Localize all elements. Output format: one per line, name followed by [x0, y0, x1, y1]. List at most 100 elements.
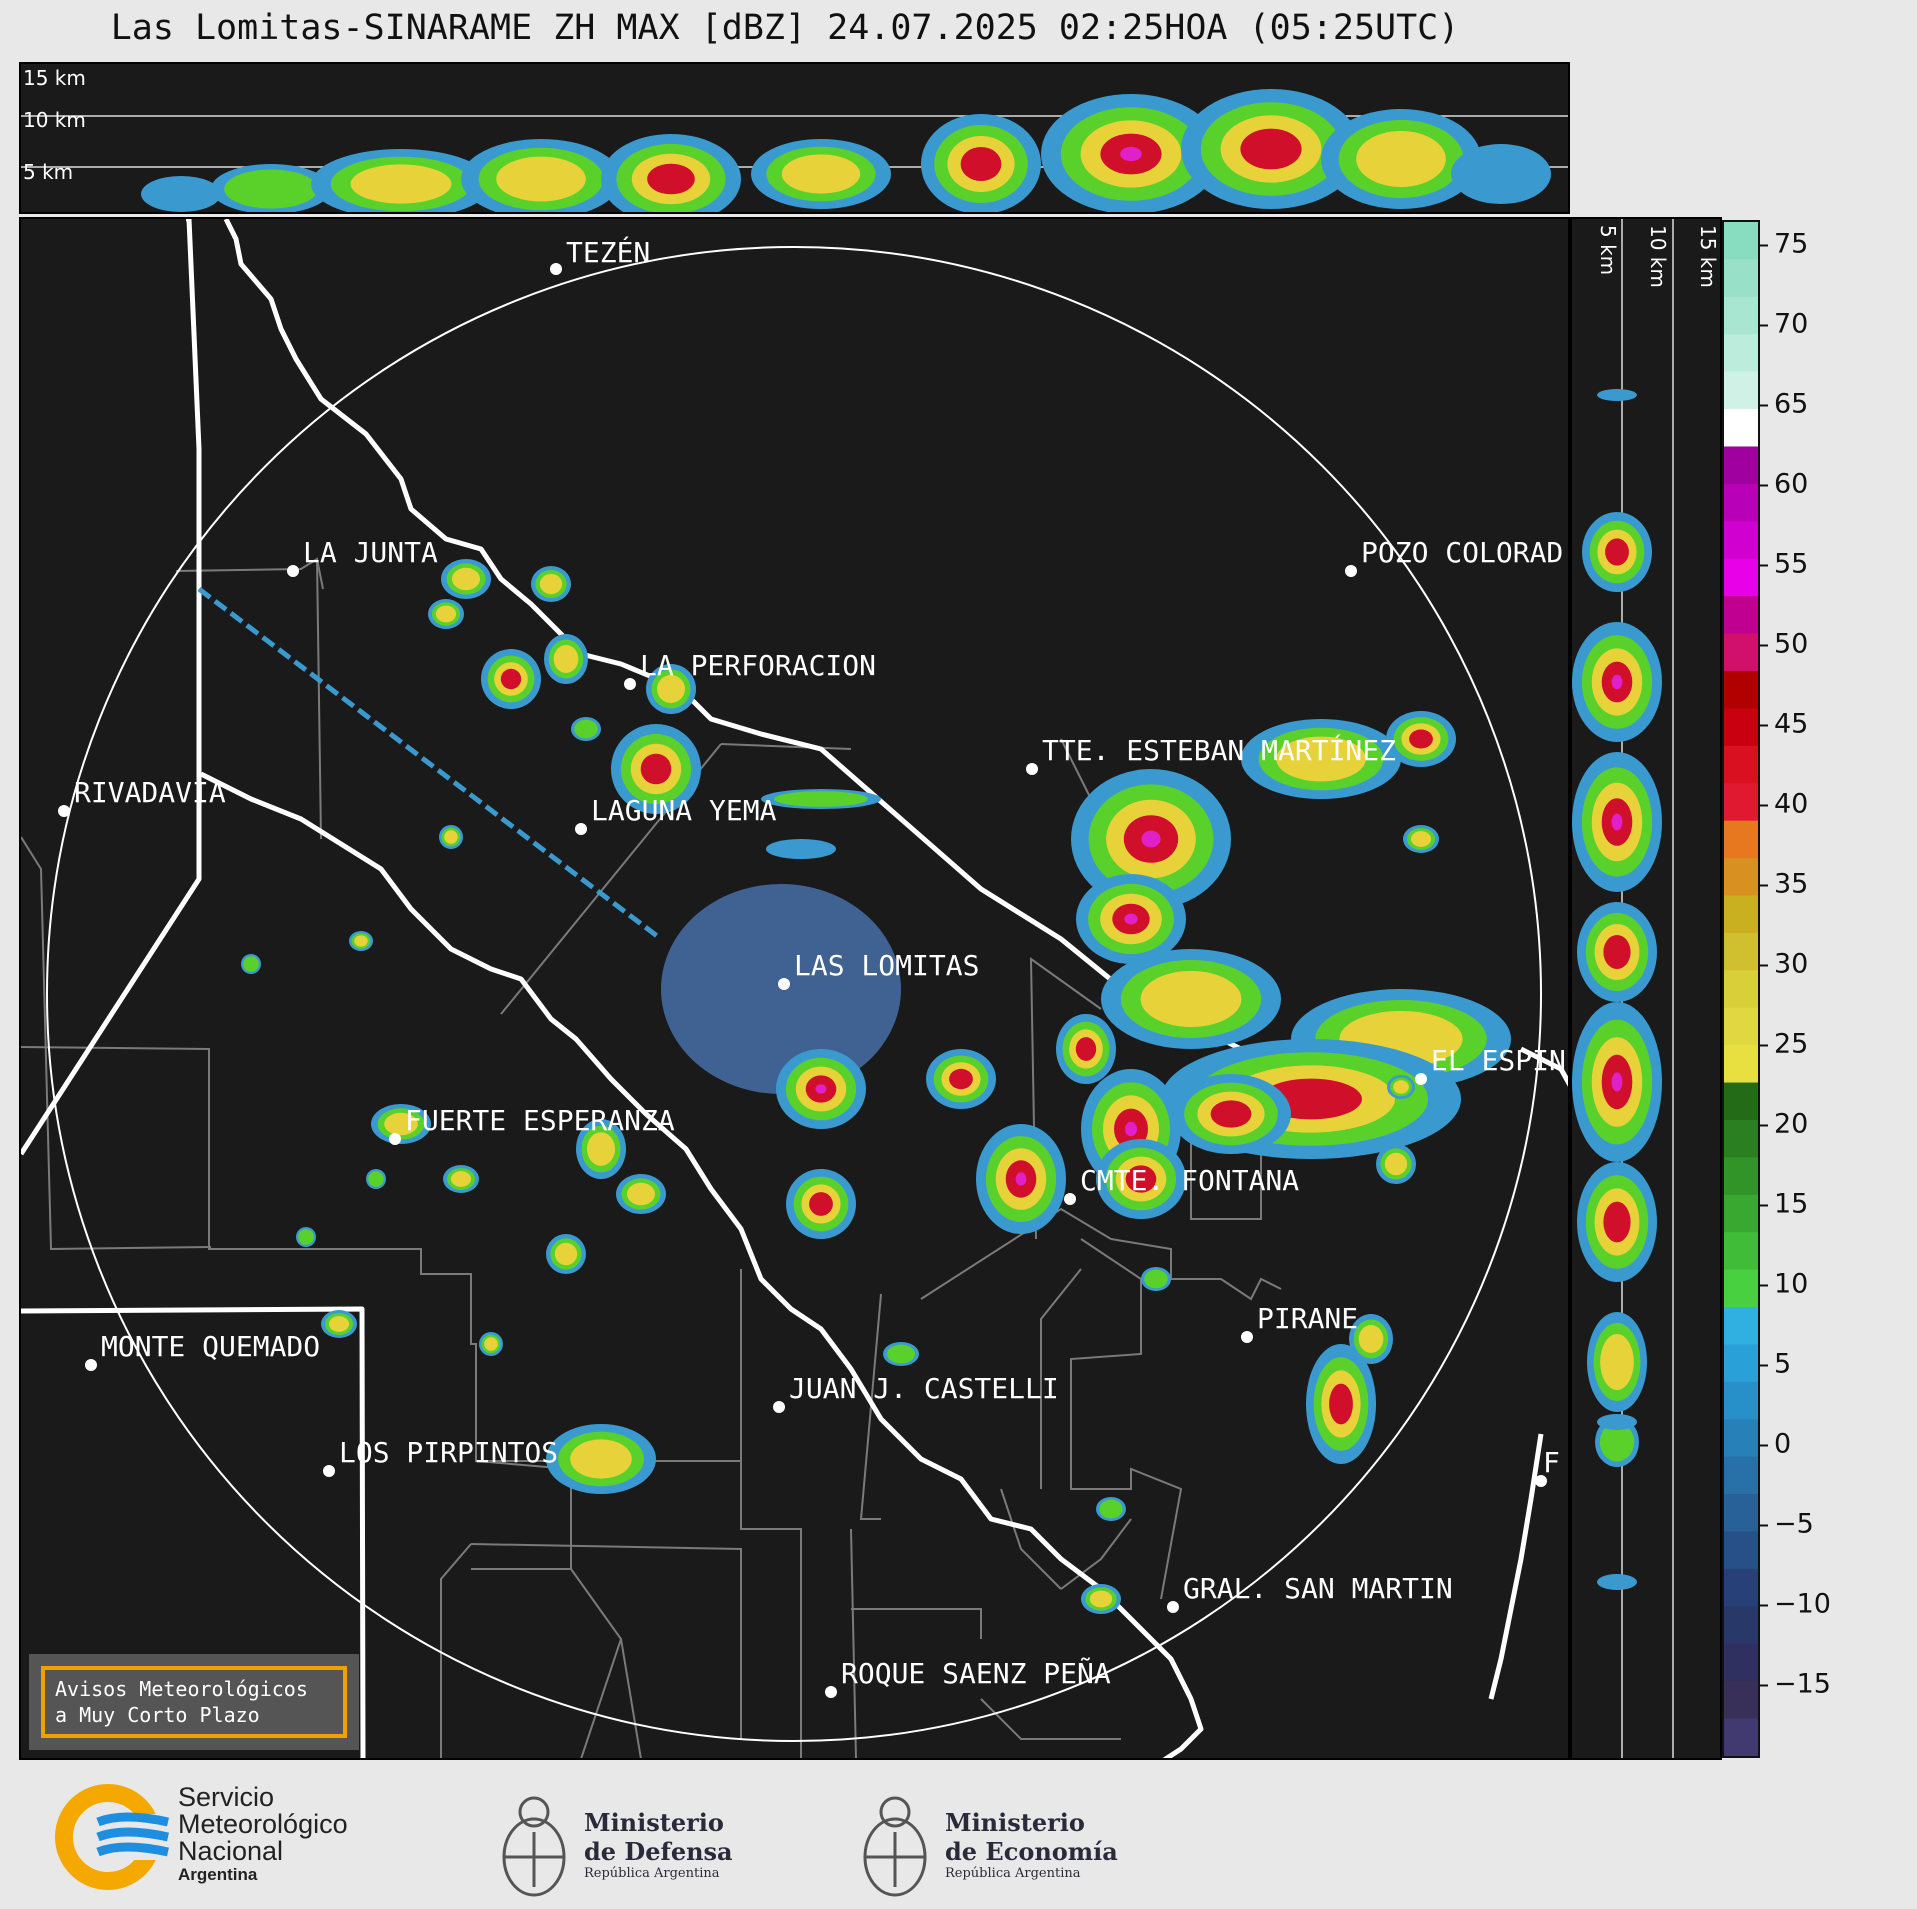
colorbar-segment — [1724, 895, 1758, 934]
radar-echo — [1329, 1383, 1353, 1425]
radar-echo — [298, 1229, 314, 1245]
city-label: GRAL. SAN MARTIN — [1183, 1572, 1453, 1605]
city-dot — [778, 978, 790, 990]
city-dot — [624, 678, 636, 690]
radar-echo — [496, 156, 586, 202]
colorbar-segment — [1724, 1681, 1758, 1720]
smn-logo-icon — [55, 1784, 169, 1890]
city-dot — [1064, 1193, 1076, 1205]
colorbar-ticks: 75 70 65 60 55 50 45 40 35 30 25 20 15 10 5 0 −5 −10 −15 — [1760, 0, 1880, 1909]
radar-echo-group — [197, 559, 1511, 1614]
colorbar-segment — [1724, 1718, 1758, 1756]
avisos-box[interactable]: Avisos Meteorológicos a Muy Corto Plazo — [29, 1654, 359, 1750]
colorbar-tick-label: 40 — [1760, 789, 1808, 820]
radar-echo — [1210, 1100, 1252, 1128]
radar-echo — [1611, 1072, 1623, 1092]
colorbar-tick-label: 20 — [1760, 1109, 1808, 1140]
side-height-profile-panel: 5 km 10 km 15 km — [1570, 217, 1722, 1760]
colorbar-tick-label: −5 — [1760, 1509, 1814, 1540]
radar-echo — [774, 791, 868, 807]
smn-line1: Servicio — [178, 1782, 275, 1812]
radar-echo — [452, 567, 480, 591]
radar-echo — [1144, 1269, 1168, 1289]
radar-echo — [1599, 1422, 1635, 1462]
radar-echo — [224, 169, 318, 209]
colorbar-segment — [1724, 1045, 1758, 1084]
city-label: EL ESPIN — [1431, 1044, 1566, 1077]
side-height-label-15km: 15 km — [1696, 225, 1720, 288]
radar-echo — [384, 1112, 418, 1136]
radar-echo — [1384, 1152, 1408, 1176]
city-label: TEZÉN — [566, 236, 651, 269]
colorbar-tick-label: 15 — [1760, 1189, 1808, 1220]
defensa-line2: de Defensa — [584, 1837, 733, 1866]
radar-echo — [1597, 389, 1637, 401]
colorbar-segment — [1724, 521, 1758, 560]
colorbar-segment — [1724, 1307, 1758, 1346]
city-dot — [825, 1686, 837, 1698]
radar-echo — [1611, 813, 1623, 831]
colorbar-segment — [1724, 1494, 1758, 1533]
colorbar-segment — [1724, 783, 1758, 822]
radar-echo — [657, 675, 685, 703]
avisos-line2: a Muy Corto Plazo — [55, 1703, 260, 1727]
colorbar-segment — [1724, 1381, 1758, 1421]
colorbar-segment — [1724, 1269, 1758, 1309]
radar-echo — [1603, 1201, 1631, 1243]
radar-echo — [809, 1192, 833, 1216]
city-label: LOS PIRPINTOS — [339, 1436, 559, 1469]
radar-map-panel[interactable]: TEZÉN LA JUNTA POZO COLORAD LA PERFORACION T… — [19, 217, 1570, 1760]
radar-echo — [949, 1068, 973, 1090]
city-dot — [1345, 565, 1357, 577]
colorbar-tick-label: 25 — [1760, 1029, 1808, 1060]
city-label: ROQUE SAENZ PEÑA — [841, 1657, 1111, 1690]
radar-echo — [640, 753, 672, 785]
colorbar-segment — [1724, 1157, 1758, 1196]
colorbar-segment — [1724, 1643, 1758, 1683]
city-dot — [323, 1465, 335, 1477]
economia-line1: Ministerio — [945, 1808, 1085, 1837]
radar-echo — [1597, 1414, 1637, 1430]
colorbar-segment — [1724, 932, 1758, 972]
defensa-line1: Ministerio — [584, 1808, 724, 1837]
colorbar-segment — [1724, 1232, 1758, 1271]
colorbar-segment — [1724, 633, 1758, 672]
height-label-10km: 10 km — [23, 108, 86, 132]
colorbar-segment — [1724, 259, 1758, 298]
colorbar-segment — [1724, 1007, 1758, 1047]
radar-echo — [1356, 131, 1446, 187]
radar-echo — [1099, 1499, 1123, 1519]
city-dot — [58, 805, 70, 817]
colorbar-tick-label: 10 — [1760, 1269, 1808, 1300]
side-profile-svg — [1572, 219, 1674, 1758]
side-height-label-10km: 10 km — [1646, 225, 1670, 288]
radar-echo — [815, 1084, 827, 1094]
economia-coat-of-arms-icon — [863, 1796, 927, 1897]
radar-echo — [500, 668, 522, 690]
side-echo-group — [1572, 389, 1662, 1590]
colorbar-segment — [1724, 820, 1758, 860]
city-dot — [1026, 763, 1038, 775]
radar-echo — [1276, 736, 1366, 782]
colorbar-segment — [1724, 334, 1758, 373]
radial-echo-line — [197, 587, 663, 941]
colorbar-segment — [1724, 1194, 1758, 1234]
colorbar-segment — [1724, 558, 1758, 598]
radar-echo — [1597, 1574, 1637, 1590]
avisos-link[interactable]: Avisos Meteorológicos a Muy Corto Plazo — [41, 1666, 347, 1738]
radar-echo — [354, 935, 368, 947]
colorbar-segment — [1724, 745, 1758, 785]
radar-echo — [243, 956, 259, 972]
colorbar-tick-label: 75 — [1760, 229, 1808, 260]
colorbar-segment — [1724, 708, 1758, 747]
colorbar-tick-label: 0 — [1760, 1429, 1791, 1460]
colorbar-segment — [1724, 970, 1758, 1009]
colorbar-segment — [1724, 1344, 1758, 1383]
top-profile-svg — [21, 89, 1568, 212]
colorbar-segment — [1724, 483, 1758, 523]
colorbar-tick-label: 50 — [1760, 629, 1808, 660]
radar-echo — [444, 830, 458, 844]
dbz-colorbar — [1722, 220, 1760, 1758]
colorbar-tick-label: 55 — [1760, 549, 1808, 580]
radar-echo — [1393, 1080, 1409, 1094]
